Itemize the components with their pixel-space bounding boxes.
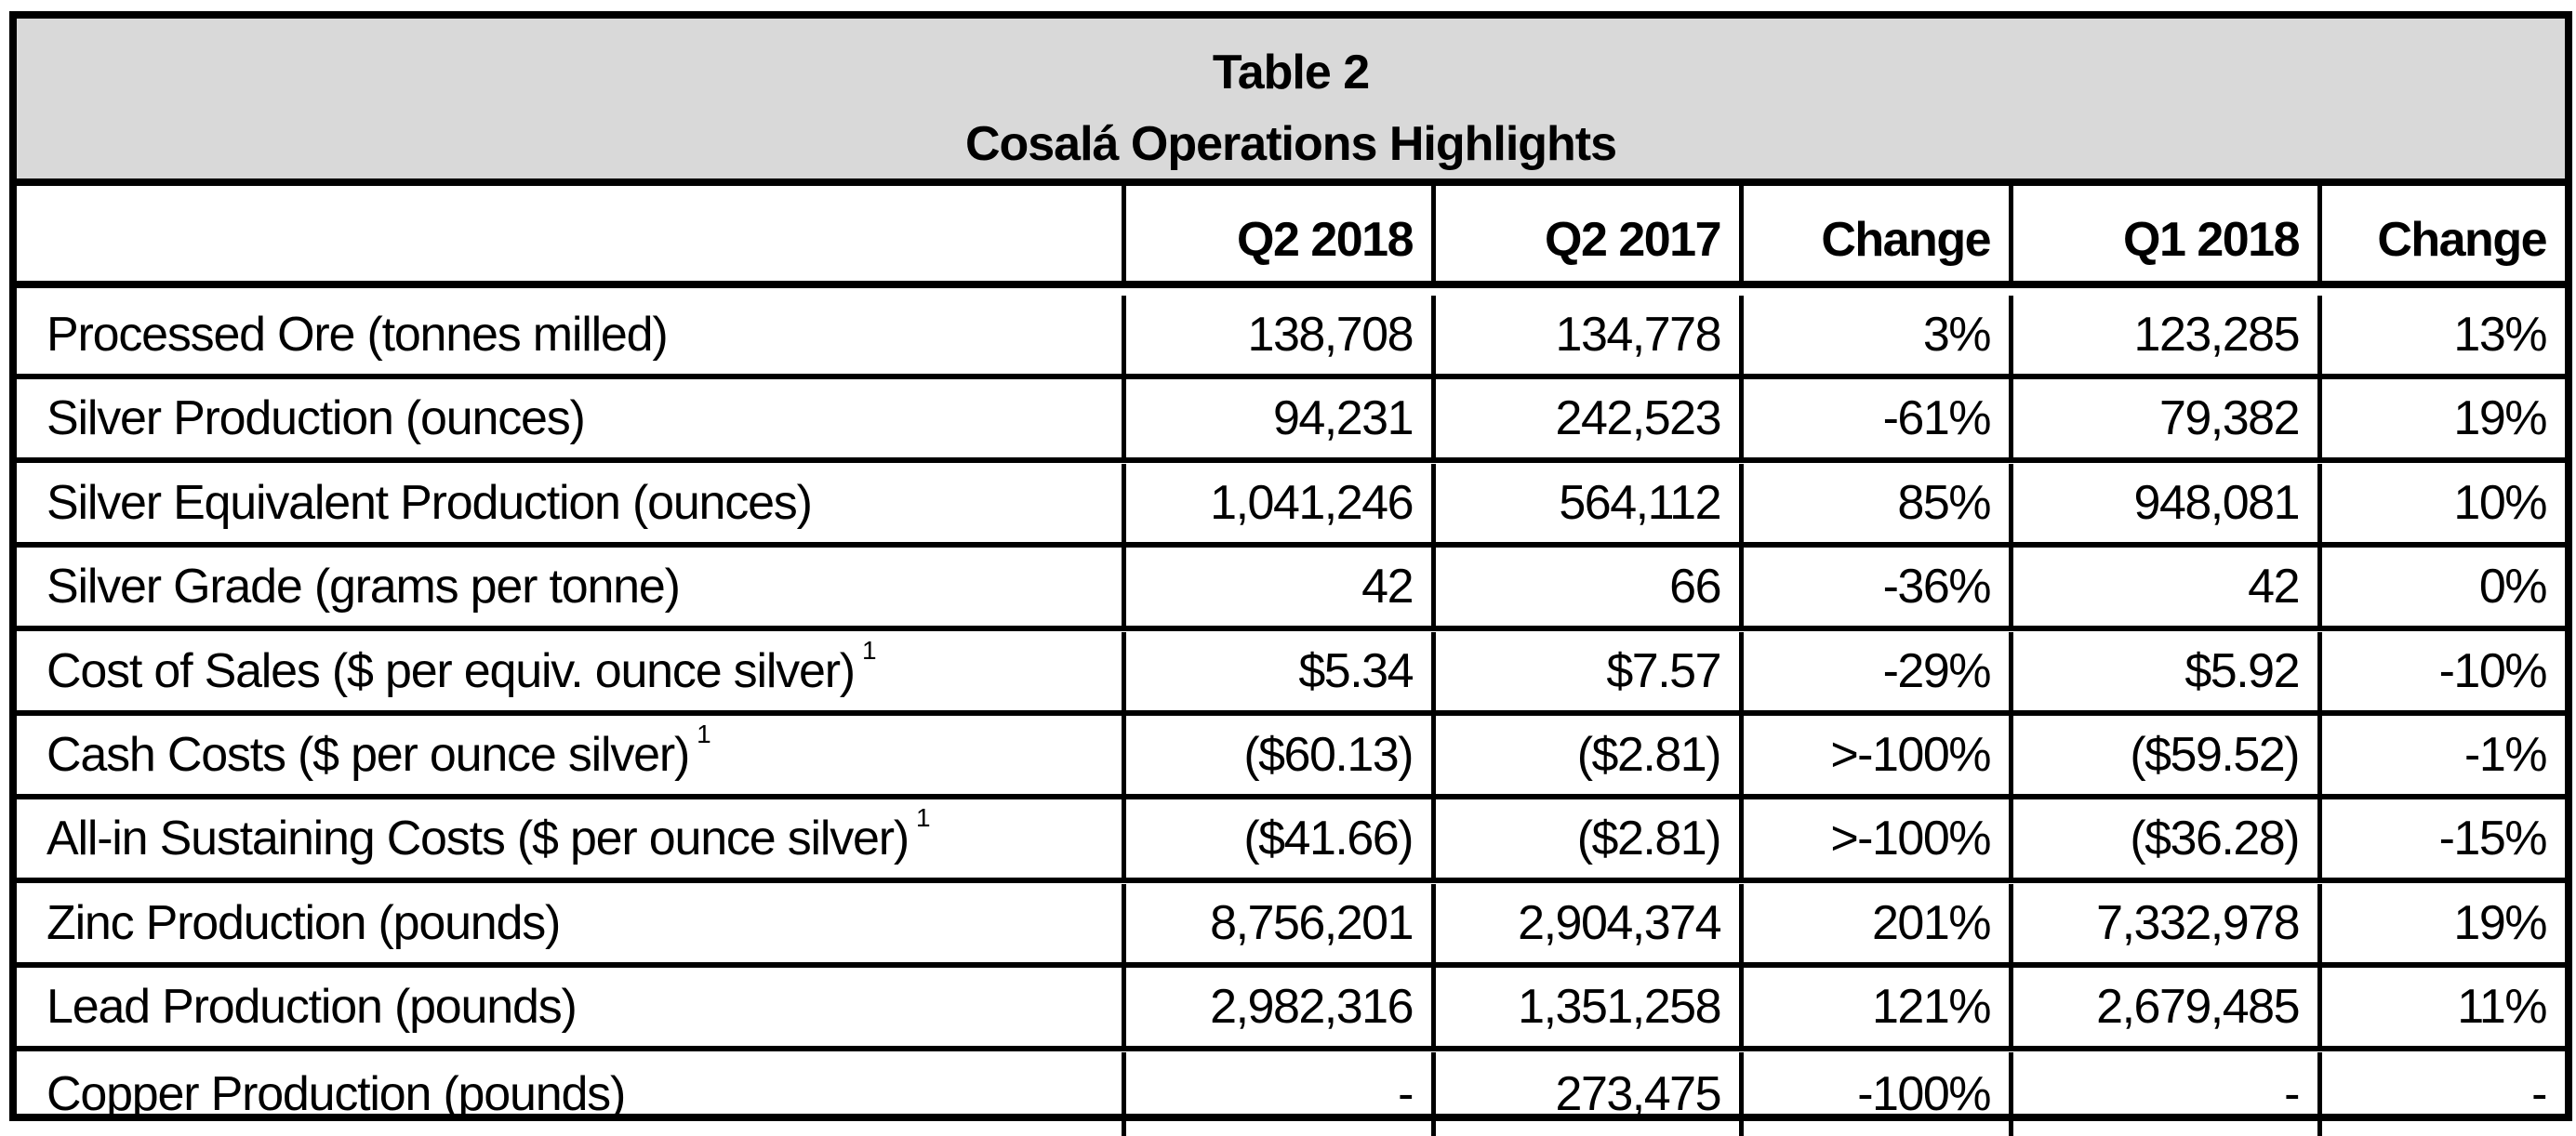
cell-change-qoq: -1%	[2317, 716, 2565, 794]
table-row: Cost of Sales ($ per equiv. ounce silver…	[17, 631, 2565, 716]
cell-change-qoq: 0%	[2317, 548, 2565, 627]
cell-change-yoy: -36%	[1739, 548, 2009, 627]
column-header-change-qoq: Change	[2317, 186, 2565, 281]
footnote-marker: 1	[861, 635, 877, 665]
row-label: Processed Ore (tonnes milled)	[17, 296, 1122, 374]
cell-q2-2018: 2,982,316	[1122, 968, 1431, 1047]
cell-q1-2018: ($36.28)	[2009, 799, 2317, 878]
cell-change-yoy: 3%	[1739, 296, 2009, 374]
column-header-row: Q2 2018 Q2 2017 Change Q1 2018 Change	[17, 186, 2565, 288]
cell-change-qoq: 10%	[2317, 463, 2565, 542]
cell-q1-2018: 123,285	[2009, 296, 2317, 374]
table-number: Table 2	[1212, 46, 1370, 99]
cell-change-qoq: 19%	[2317, 883, 2565, 962]
column-header-q2-2018: Q2 2018	[1122, 186, 1431, 281]
row-label: Cost of Sales ($ per equiv. ounce silver…	[17, 632, 1122, 710]
row-label-text: Lead Production (pounds)	[46, 980, 578, 1035]
cell-change-yoy: >-100%	[1739, 799, 2009, 878]
row-label-text: Silver Grade (grams per tonne)	[46, 560, 681, 614]
cell-change-yoy: -61%	[1739, 379, 2009, 458]
cell-change-qoq: 13%	[2317, 296, 2565, 374]
cell-change-yoy: 201%	[1739, 883, 2009, 962]
cell-q1-2018: $5.92	[2009, 631, 2317, 710]
operations-highlights-table: Table 2 Cosalá Operations Highlights Q2 …	[9, 11, 2572, 1136]
row-label-text: Cost of Sales ($ per equiv. ounce silver…	[46, 643, 856, 698]
footnote-marker: 1	[697, 720, 711, 748]
cell-change-yoy: 121%	[1739, 968, 2009, 1047]
cell-change-qoq: -	[2317, 1051, 2565, 1136]
cell-q1-2018: 2,679,485	[2009, 968, 2317, 1047]
table-row: Lead Production (pounds) 2,982,316 1,351,2…	[17, 968, 2565, 1052]
row-label-text: Silver Production (ounces)	[46, 391, 586, 446]
column-header-change-yoy: Change	[1739, 186, 2009, 281]
cell-q2-2017: 564,112	[1431, 463, 1739, 542]
row-label: Silver Grade (grams per tonne)	[17, 548, 1122, 626]
cell-q1-2018: -	[2009, 1051, 2317, 1136]
cell-q2-2018: 42	[1122, 548, 1431, 627]
row-label-text: All-in Sustaining Costs ($ per ounce sil…	[46, 812, 910, 866]
table-row: Silver Grade (grams per tonne) 42 66 -36% 42…	[17, 548, 2565, 632]
cell-change-qoq: 11%	[2317, 968, 2565, 1047]
row-label-text: Cash Costs ($ per ounce silver)	[46, 728, 690, 782]
cell-q1-2018: 79,382	[2009, 379, 2317, 458]
cell-q2-2017: 273,475	[1431, 1051, 1739, 1136]
table-row: Copper Production (pounds) -273,475 -100% -…	[17, 1051, 2565, 1136]
row-label: Lead Production (pounds)	[17, 968, 1122, 1046]
row-label-text: Copper Production (pounds)	[46, 1066, 626, 1121]
cell-q2-2018: 94,231	[1122, 379, 1431, 458]
cell-q2-2017: $7.57	[1431, 631, 1739, 710]
cell-change-yoy: >-100%	[1739, 716, 2009, 794]
column-header-q1-2018: Q1 2018	[2009, 186, 2317, 281]
cell-change-yoy: -100%	[1739, 1051, 2009, 1136]
cell-q2-2018: 138,708	[1122, 296, 1431, 374]
cell-q1-2018: 42	[2009, 548, 2317, 627]
table-row: Zinc Production (pounds) 8,756,201 2,904,3…	[17, 883, 2565, 968]
row-label: Silver Equivalent Production (ounces)	[17, 464, 1122, 542]
row-label: Cash Costs ($ per ounce silver) 1	[17, 716, 1122, 794]
cell-change-yoy: 85%	[1739, 463, 2009, 542]
cell-change-yoy: -29%	[1739, 631, 2009, 710]
table-row: Processed Ore (tonnes milled) 138,708 134,…	[17, 296, 2565, 379]
cell-q2-2018: 8,756,201	[1122, 883, 1431, 962]
row-label: Zinc Production (pounds)	[17, 884, 1122, 962]
cell-change-qoq: -10%	[2317, 631, 2565, 710]
table-row: Silver Equivalent Production (ounces) 1,0…	[17, 463, 2565, 548]
cell-q2-2017: 1,351,258	[1431, 968, 1739, 1047]
row-label: Silver Production (ounces)	[17, 379, 1122, 457]
cell-q2-2018: ($41.66)	[1122, 799, 1431, 878]
cell-q2-2018: 1,041,246	[1122, 463, 1431, 542]
footnote-marker: 1	[915, 803, 931, 833]
cell-q2-2017: 134,778	[1431, 296, 1739, 374]
cell-q2-2017: ($2.81)	[1431, 716, 1739, 794]
table-row: All-in Sustaining Costs ($ per ounce sil…	[17, 799, 2565, 884]
cell-q2-2017: 66	[1431, 548, 1739, 627]
cell-q1-2018: 948,081	[2009, 463, 2317, 542]
row-label-text: Processed Ore (tonnes milled)	[46, 308, 669, 362]
table-row: Cash Costs ($ per ounce silver) 1 ($60.13)…	[17, 716, 2565, 799]
column-header-q2-2017: Q2 2017	[1431, 186, 1739, 281]
cell-change-qoq: 19%	[2317, 379, 2565, 458]
row-label-text: Zinc Production (pounds)	[46, 895, 561, 950]
table-title-band: Table 2 Cosalá Operations Highlights	[17, 19, 2565, 186]
cell-q1-2018: ($59.52)	[2009, 716, 2317, 794]
cell-q1-2018: 7,332,978	[2009, 883, 2317, 962]
table-row: Silver Production (ounces) 94,231 242,523-…	[17, 379, 2565, 464]
cell-q2-2018: ($60.13)	[1122, 716, 1431, 794]
row-label-text: Silver Equivalent Production (ounces)	[46, 475, 813, 530]
cell-change-qoq: -15%	[2317, 799, 2565, 878]
cell-q2-2018: $5.34	[1122, 631, 1431, 710]
table-title: Cosalá Operations Highlights	[964, 117, 1617, 171]
cell-q2-2017: 242,523	[1431, 379, 1739, 458]
cell-q2-2017: 2,904,374	[1431, 883, 1739, 962]
cell-q2-2018: -	[1122, 1051, 1431, 1136]
column-header-label	[17, 186, 1122, 281]
cell-q2-2017: ($2.81)	[1431, 799, 1739, 878]
row-label: All-in Sustaining Costs ($ per ounce sil…	[17, 799, 1122, 878]
row-label: Copper Production (pounds)	[17, 1052, 1122, 1136]
table-grid: Q2 2018 Q2 2017 Change Q1 2018 Change Pr…	[17, 186, 2565, 1136]
